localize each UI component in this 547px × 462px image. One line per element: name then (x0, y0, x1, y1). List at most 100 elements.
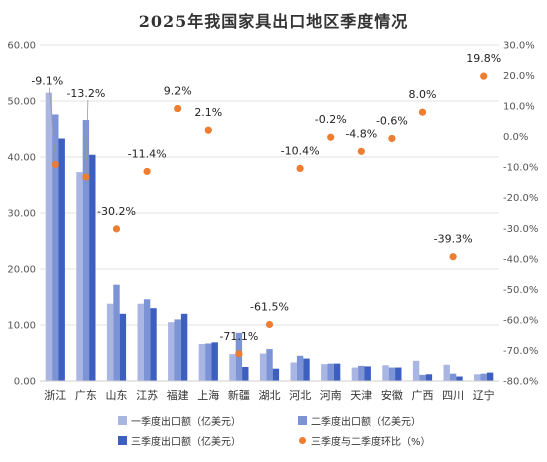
y-right-tick-label: 30.0% (503, 41, 535, 52)
growth-data-label: -11.4% (128, 147, 167, 160)
growth-point (112, 225, 121, 233)
bar-q3 (425, 374, 433, 381)
bar-q3 (395, 367, 402, 381)
growth-data-label: -10.4% (281, 144, 320, 157)
y-left-tick-label: 0.00 (14, 377, 36, 388)
category-label: 河南 (320, 389, 342, 402)
category-label: 天津 (350, 389, 372, 402)
bar-q3 (242, 367, 249, 381)
category-label: 上海 (197, 388, 219, 402)
growth-data-label: -71.1% (219, 330, 258, 343)
bar-q2 (449, 373, 457, 381)
category-label: 新疆 (228, 388, 250, 402)
bar-q3 (272, 368, 280, 381)
y-right-tick-label: -50.0% (503, 285, 538, 296)
bar-q2 (480, 373, 487, 381)
category-label: 浙江 (44, 389, 66, 402)
y-right-tick-label: -20.0% (503, 193, 538, 204)
bar-q2 (82, 120, 90, 381)
bar-q3 (364, 366, 371, 381)
bar-q1 (290, 362, 297, 381)
growth-data-label: 19.8% (466, 52, 501, 65)
bar-q2 (358, 365, 365, 381)
bar-q3 (180, 313, 188, 381)
growth-point (235, 350, 243, 358)
bar-q1 (321, 364, 328, 381)
bar-q1 (137, 303, 144, 381)
bar-q1 (229, 354, 236, 381)
bar-q2 (143, 299, 151, 381)
growth-point (51, 160, 59, 169)
growth-point (204, 126, 212, 134)
legend-swatch-q3 (118, 436, 127, 445)
bar-q3 (211, 342, 218, 381)
bar-q1 (106, 303, 114, 381)
category-label: 河北 (289, 389, 311, 402)
bar-q2 (113, 284, 120, 381)
legend-swatch-q1 (118, 416, 127, 425)
y-left-tick-label: 30.00 (7, 209, 36, 220)
growth-data-label: -39.3% (434, 233, 473, 246)
category-label: 山东 (106, 389, 128, 402)
growth-point (449, 253, 457, 261)
legend-label-growth: 三季度与二季度环比（%） (311, 437, 431, 448)
legend-dot-growth (299, 437, 306, 444)
legend-item-q2: 二季度出口额（亿美元） (298, 413, 421, 428)
growth-data-label: -0.2% (315, 113, 347, 126)
category-label: 广东 (75, 389, 97, 402)
growth-point (388, 134, 396, 143)
bar-q3 (486, 372, 494, 381)
growth-point (327, 133, 335, 141)
growth-data-label: -4.8% (345, 127, 377, 140)
growth-point (296, 164, 304, 173)
bar-q3 (89, 154, 96, 381)
bar-q3 (333, 363, 341, 381)
growth-data-label: 9.2% (164, 85, 192, 98)
y-right-tick-label: -70.0% (503, 346, 538, 357)
bar-q2 (327, 363, 334, 381)
y-left-tick-label: 40.00 (7, 153, 36, 164)
growth-data-label: -30.2% (97, 205, 136, 218)
growth-data-label: -13.2% (66, 87, 105, 100)
leader-line (85, 99, 89, 173)
growth-data-label: -61.5% (250, 300, 289, 313)
leader-line (48, 87, 56, 161)
growth-data-label: -9.1% (31, 74, 63, 87)
growth-point (174, 104, 182, 113)
bar-q1 (76, 172, 83, 381)
bar-q1 (259, 353, 267, 381)
legend-item-q1: 一季度出口额（亿美元） (118, 413, 241, 428)
bar-q2 (205, 343, 212, 381)
bar-q3 (58, 138, 65, 381)
bar-q1 (412, 360, 420, 381)
growth-point (82, 173, 90, 181)
y-left-tick-label: 20.00 (7, 265, 36, 276)
bar-q1 (198, 344, 206, 381)
legend-item-q3: 三季度出口额（亿美元） (118, 433, 241, 448)
bar-q3 (119, 313, 127, 381)
growth-point (357, 147, 365, 155)
category-label: 四川 (442, 389, 464, 402)
legend-label-q1: 一季度出口额（亿美元） (131, 417, 241, 428)
category-label: 辽宁 (473, 388, 495, 402)
bar-q2 (174, 319, 181, 381)
legend-swatch-q2 (298, 416, 307, 425)
legend-label-q3: 三季度出口额（亿美元） (131, 437, 241, 448)
y-right-tick-label: -10.0% (503, 163, 538, 174)
legend-label-q2: 二季度出口额（亿美元） (311, 417, 421, 428)
growth-point (418, 108, 427, 116)
bar-q1 (474, 374, 481, 381)
bar-q2 (296, 355, 304, 381)
y-right-tick-label: -80.0% (503, 377, 538, 388)
category-label: 湖北 (259, 389, 281, 402)
y-right-tick-label: -60.0% (503, 315, 538, 326)
chart-title: 2025年我国家具出口地区季度情况 (138, 12, 409, 31)
bar-q1 (351, 367, 359, 381)
y-left-tick-label: 50.00 (7, 97, 36, 108)
y-left-tick-label: 60.00 (7, 41, 36, 52)
y-left-tick-label: 10.00 (7, 321, 36, 332)
growth-data-label: -0.6% (376, 114, 408, 127)
bar-q3 (303, 358, 310, 381)
growth-point (480, 72, 488, 80)
